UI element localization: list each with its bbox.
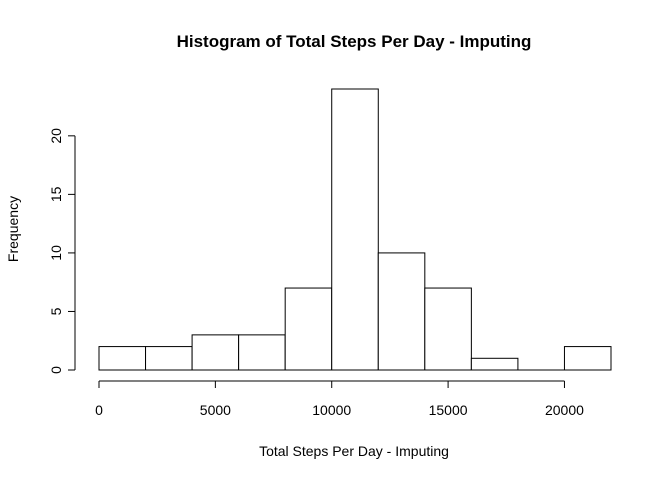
- y-axis-label: Frequency: [5, 196, 21, 262]
- histogram-bar: [191, 334, 240, 371]
- y-tick-label: 15: [48, 186, 64, 202]
- x-tick-label: 0: [95, 402, 103, 418]
- x-tick-label: 15000: [429, 402, 468, 418]
- x-axis: 0 5000 10000 15000 20000: [95, 380, 584, 418]
- y-axis: 0 5 10 15 20: [48, 128, 76, 374]
- histogram-bar: [424, 287, 472, 371]
- bars-group: [98, 88, 612, 371]
- histogram-bar: [563, 346, 612, 371]
- y-tick-label: 0: [48, 366, 64, 374]
- x-tick-label: 5000: [200, 402, 231, 418]
- y-tick-label: 10: [48, 245, 64, 261]
- x-tick-label: 10000: [312, 402, 351, 418]
- histogram-bar: [331, 88, 379, 371]
- chart-title: Histogram of Total Steps Per Day - Imput…: [177, 32, 532, 51]
- x-tick-label: 20000: [545, 402, 584, 418]
- y-tick-label: 5: [48, 307, 64, 315]
- histogram-bar: [284, 287, 333, 371]
- histogram-bar: [98, 346, 147, 371]
- histogram-bar: [238, 334, 286, 371]
- histogram-bar: [377, 252, 426, 371]
- x-axis-label: Total Steps Per Day - Imputing: [259, 443, 449, 459]
- histogram-bar: [470, 357, 519, 371]
- y-tick-label: 20: [48, 128, 64, 144]
- histogram-bar: [145, 346, 193, 371]
